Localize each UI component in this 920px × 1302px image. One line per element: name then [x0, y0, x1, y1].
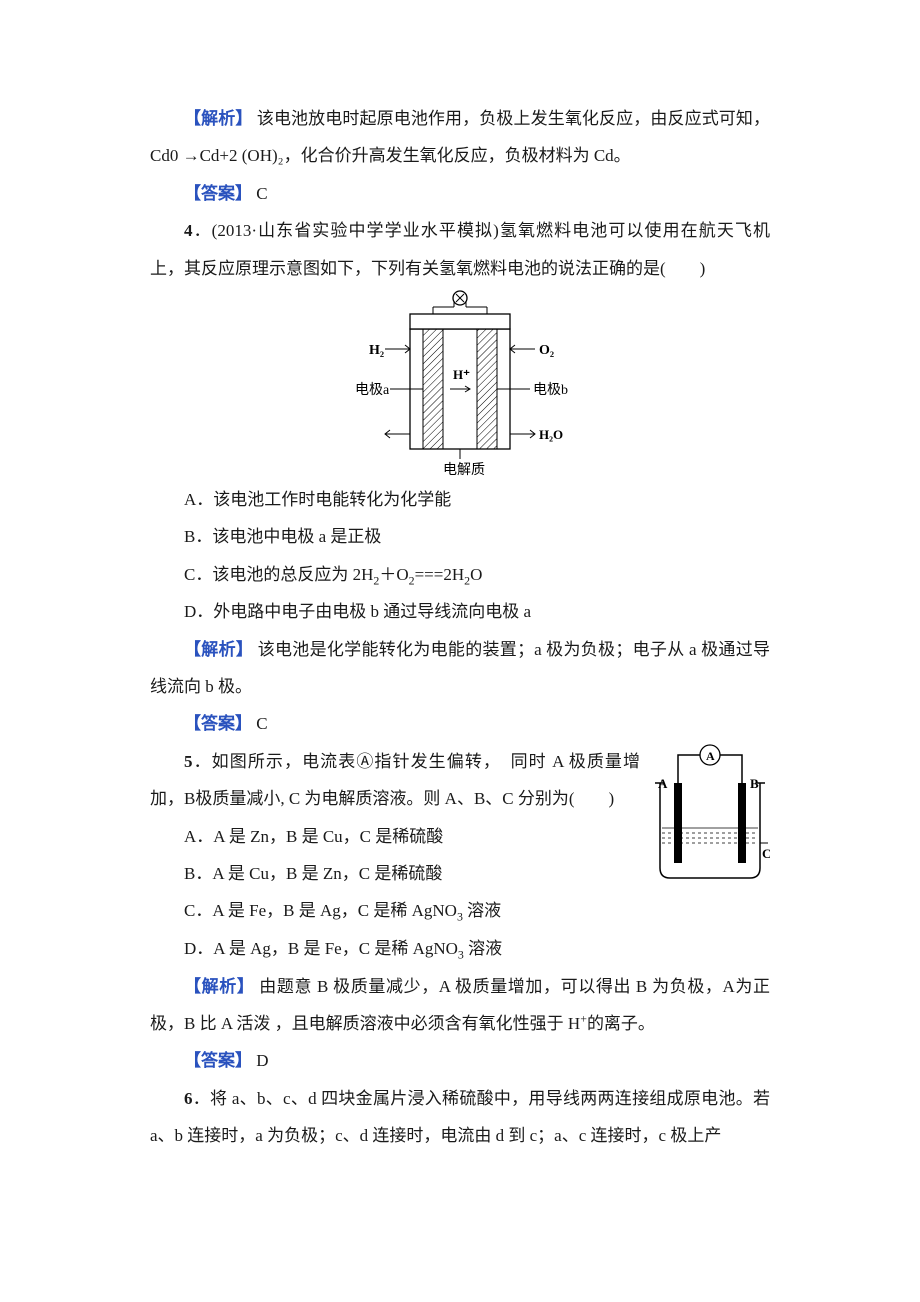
- q4-diagram: H₂ O₂ 电极a 电极b H⁺ H₂O 电解质: [335, 289, 585, 479]
- h2o-label: H₂O: [539, 427, 563, 442]
- q4-optA: A．该电池工作时电能转化为化学能: [150, 481, 770, 518]
- analysis-label: 【解析】: [184, 640, 253, 659]
- o2-label: O₂: [539, 343, 554, 358]
- q5-diagram: A A B C: [650, 743, 770, 883]
- q5-answer: 【答案】 D: [150, 1042, 770, 1079]
- q4-optB: B．该电池中电极 a 是正极: [150, 518, 770, 555]
- q4-number: 4: [184, 221, 193, 240]
- q4-answer-text: C: [256, 714, 267, 733]
- answer-label: 【答案】: [184, 184, 252, 203]
- q5-number: 5: [184, 752, 193, 771]
- answer-label: 【答案】: [184, 1051, 252, 1070]
- analysis-label: 【解析】: [184, 109, 252, 128]
- q4-answer: 【答案】 C: [150, 705, 770, 742]
- q5-analysis: 【解析】 由题意 B 极质量减少，A 极质量增加，可以得出 B 为负极，A为正极…: [150, 968, 770, 1043]
- q5-answer-text: D: [256, 1051, 268, 1070]
- svg-text:B: B: [750, 776, 759, 791]
- q6-stem-text: ．将 a、b、c、d 四块金属片浸入稀硫酸中，用导线两两连接组成原电池。若 a、…: [150, 1089, 770, 1145]
- q3-analysis: 【解析】 该电池放电时起原电池作用，负极上发生氧化反应，由反应式可知，Cd0 →…: [150, 100, 770, 175]
- elec-a-label: 电极a: [355, 382, 390, 398]
- q5-optD: D．A 是 Ag，B 是 Fe，C 是稀 AgNO3 溶液: [150, 930, 770, 968]
- q6-number: 6: [184, 1089, 193, 1108]
- q5-block: A A B C 5．如图所示，电流表Ⓐ指针发生偏转， 同时 A 极质量增加，B极…: [150, 743, 770, 968]
- q4-optC: C．该电池的总反应为 2H2＋O2===2H2O: [150, 556, 770, 594]
- q6-stem: 6．将 a、b、c、d 四块金属片浸入稀硫酸中，用导线两两连接组成原电池。若 a…: [150, 1080, 770, 1155]
- electrolyte-label: 电解质: [443, 462, 485, 478]
- elec-b-label: 电极b: [533, 382, 568, 398]
- svg-text:A: A: [658, 776, 668, 791]
- q5-optB: B．A 是 Cu，B 是 Zn，C 是稀硫酸: [150, 855, 640, 892]
- q4-stem-text: ．(2013·山东省实验中学学业水平模拟)氢氧燃料电池可以使用在航天飞机上，其反…: [150, 221, 770, 277]
- q4-stem: 4．(2013·山东省实验中学学业水平模拟)氢氧燃料电池可以使用在航天飞机上，其…: [150, 212, 770, 287]
- svg-text:C: C: [762, 846, 770, 861]
- analysis-label: 【解析】: [184, 977, 254, 996]
- hplus-label: H⁺: [453, 367, 470, 382]
- q5-stem: 5．如图所示，电流表Ⓐ指针发生偏转， 同时 A 极质量增加，B极质量减小, C …: [150, 743, 640, 818]
- svg-text:A: A: [706, 749, 715, 763]
- q4-optD: D．外电路中电子由电极 b 通过导线流向电极 a: [150, 593, 770, 630]
- h2-label: H₂: [369, 343, 384, 358]
- q5-optC: C．A 是 Fe，B 是 Ag，C 是稀 AgNO3 溶液: [150, 892, 770, 930]
- q5-optA: A．A 是 Zn，B 是 Cu，C 是稀硫酸: [150, 818, 640, 855]
- q3-answer-text: C: [256, 184, 267, 203]
- answer-label: 【答案】: [184, 714, 252, 733]
- q3-answer: 【答案】 C: [150, 175, 770, 212]
- q4-analysis: 【解析】 该电池是化学能转化为电能的装置；a 极为负极；电子从 a 极通过导线流…: [150, 631, 770, 706]
- q5-stem-text: ．如图所示，电流表Ⓐ指针发生偏转， 同时 A 极质量增加，B极质量减小, C 为…: [150, 752, 640, 808]
